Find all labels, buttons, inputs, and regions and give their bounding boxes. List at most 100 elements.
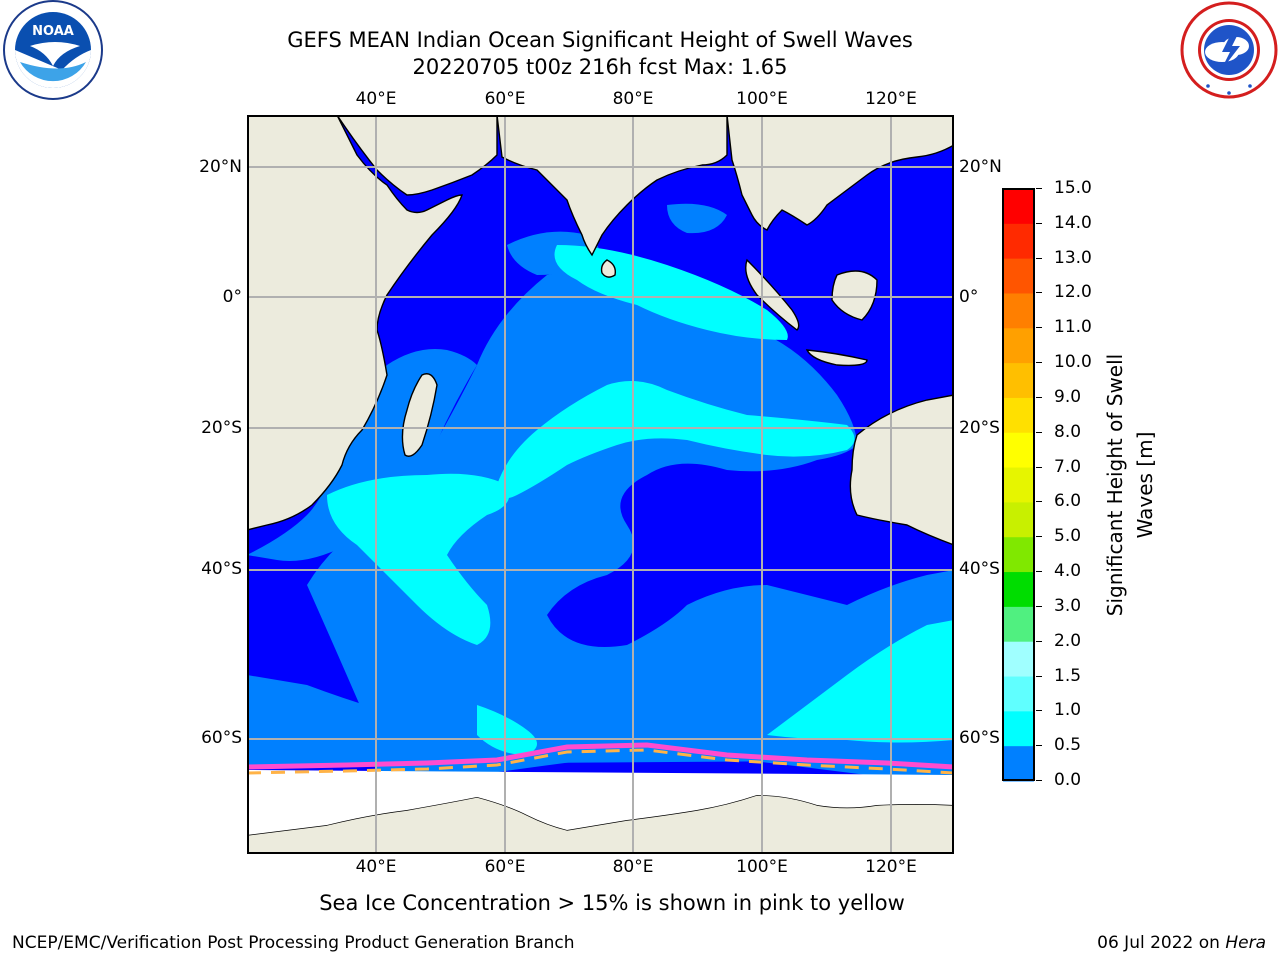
chart-title: GEFS MEAN Indian Ocean Significant Heigh… [287,28,913,52]
noaa-logo: NOAA [3,0,103,100]
lon-top-label-80e: 80°E [612,89,654,109]
colorbar-tick-mark [1036,745,1042,747]
colorbar-cell [1003,189,1034,225]
swell-region-05-1 [307,271,954,805]
colorbar [1002,188,1035,782]
colorbar-tick-mark [1036,605,1042,607]
colorbar-tick-label: 12.0 [1054,282,1092,303]
lat-right-label-20s: 20°S [959,418,1000,438]
colorbar-tick-label: 15.0 [1054,178,1092,198]
nws-logo [1180,1,1278,99]
map-frame [247,115,954,854]
lat-right-label-0: 0° [959,287,979,307]
colorbar-tick-mark [1036,257,1042,259]
colorbar-tick-label: 2.0 [1054,630,1082,651]
colorbar-cell [1003,572,1034,608]
lat-left-label-20s: 20°S [201,418,242,438]
colorbar-tick-mark [1036,536,1042,538]
colorbar-tick-label: 8.0 [1054,421,1082,442]
colorbar-tick-mark [1036,501,1042,503]
land-sumatra [745,258,800,331]
colorbar-tick-mark [1036,188,1042,189]
lat-left-label-40s: 40°S [201,559,242,579]
colorbar-cell [1003,746,1034,782]
map-gridlines [247,115,954,854]
colorbar-tick-mark [1036,466,1042,468]
land-borneo [831,270,878,321]
colorbar-tick-label: 14.0 [1054,212,1092,233]
sea-ice-edge-orange [247,748,954,775]
colorbar-cell [1003,258,1034,294]
sea-ice-region [247,770,954,835]
colorbar-tick-label: 10.0 [1054,352,1092,373]
swell-region-05-1-bay [667,203,727,234]
colorbar-tick-label: 5.0 [1054,526,1082,547]
colorbar-tick-mark [1036,327,1042,329]
colorbar-cell [1003,397,1034,434]
footer-date-text: 06 Jul 2022 on [1097,933,1220,953]
footer-date: 06 Jul 2022 on Hera [1097,933,1266,953]
lon-top-label-60e: 60°E [484,89,526,109]
colorbar-tick-mark [1036,396,1042,398]
colorbar-cell [1003,328,1034,364]
colorbar-tick-label: 3.0 [1054,595,1082,616]
colorbar-tick-mark [1036,571,1042,573]
colorbar-tick-mark [1036,431,1042,433]
colorbar-tick-mark [1036,780,1042,781]
colorbar-tick-mark [1036,640,1042,642]
sea-ice-note: Sea Ice Concentration > 15% is shown in … [319,891,905,915]
colorbar-cell [1003,293,1034,329]
lat-left-label-0: 0° [222,287,242,307]
colorbar-cell [1003,502,1034,538]
land-india [496,115,728,257]
colorbar-cell [1003,432,1034,469]
lon-bottom-label-120e: 120°E [865,857,917,877]
map-panel [247,115,954,854]
footer-credit: NCEP/EMC/Verification Post Processing Pr… [12,933,575,953]
lon-bottom-label-60e: 60°E [484,857,526,877]
colorbar-tick-label: 1.0 [1054,700,1082,721]
colorbar-tick-mark [1036,710,1042,712]
colorbar-tick-mark [1036,292,1042,294]
chart-subtitle-forecast: 20220705 t00z 216h fcst Max: 1.65 [412,55,788,79]
colorbar-cell [1003,676,1034,712]
colorbar-cell [1003,641,1034,678]
swell-region-1-15-central [497,381,855,499]
colorbar-tick-label: 7.0 [1054,456,1082,477]
lon-bottom-label-40e: 40°E [355,857,397,877]
footer-host: Hera [1225,933,1266,953]
noaa-logo-text: NOAA [32,24,74,39]
colorbar-cell [1003,606,1034,643]
colorbar-tick-label: 0.5 [1054,735,1082,756]
colorbar-tick-label: 13.0 [1054,247,1092,268]
lon-bottom-label-100e: 100°E [736,857,788,877]
land-australia [849,394,954,546]
lon-top-label-120e: 120°E [865,89,917,109]
colorbar-tick-mark [1036,675,1042,677]
lat-left-label-20n: 20°N [199,157,242,177]
colorbar-cell [1003,363,1034,399]
colorbar-tick-label: 0.0 [1054,770,1082,790]
colorbar-label: Significant Height of Swell Waves [m] [1103,353,1157,617]
land-southeast-asia [726,115,954,231]
lat-left-label-60s: 60°S [201,728,242,748]
lon-top-label-100e: 100°E [736,89,788,109]
colorbar-tick-label: 11.0 [1054,317,1092,338]
land-madagascar [401,373,438,457]
colorbar-tick-label: 6.0 [1054,491,1082,512]
swell-region-1-15-southeast [767,620,954,743]
land-masses [247,115,954,854]
colorbar-tick-label: 9.0 [1054,386,1082,407]
colorbar-cell [1003,537,1034,573]
sea-ice-edge-pink [247,742,954,770]
swell-region-05-1-south [247,675,954,765]
colorbar-cell [1003,223,1034,260]
colorbar-tick-mark [1036,222,1042,224]
lon-bottom-label-80e: 80°E [612,857,654,877]
colorbar-tick-label: 4.0 [1054,561,1082,582]
swell-region-1-15-south-central [327,473,510,645]
lat-right-label-40s: 40°S [959,559,1000,579]
land-java [805,349,868,367]
lat-right-label-20n: 20°N [959,157,1002,177]
land-africa [247,115,463,531]
